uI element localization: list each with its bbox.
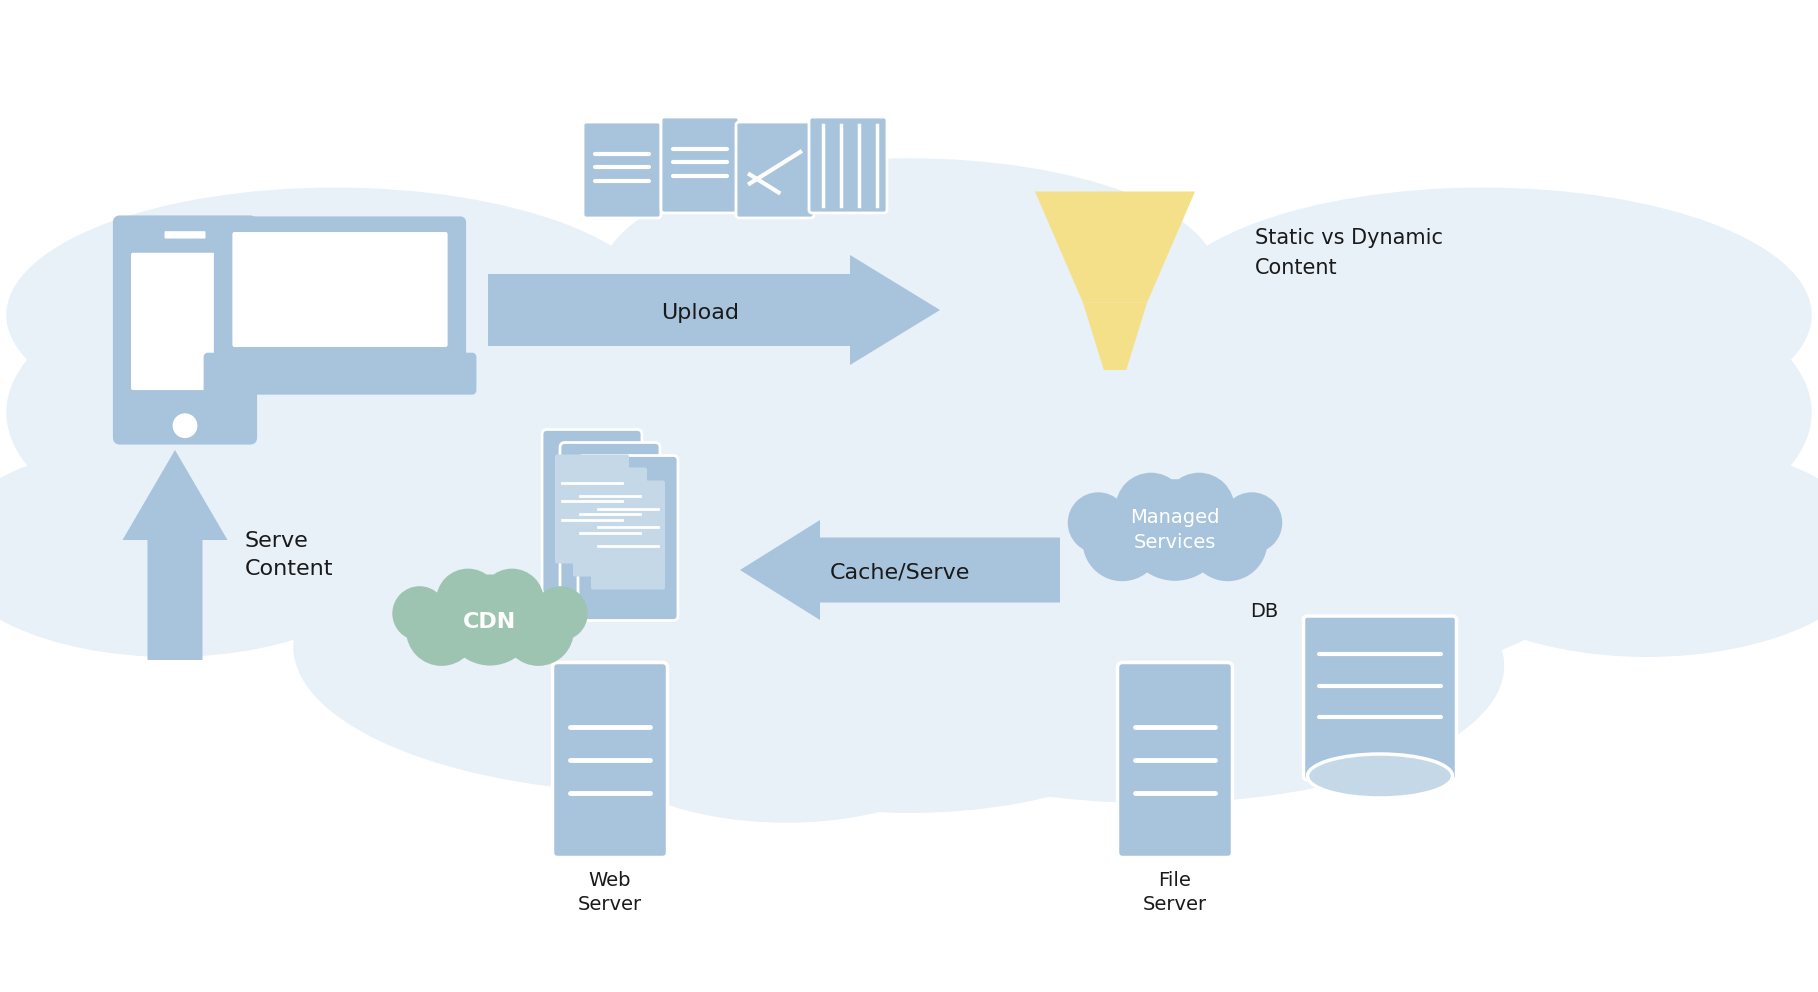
Text: File
Server: File Server <box>1144 871 1207 915</box>
FancyBboxPatch shape <box>542 430 642 594</box>
Ellipse shape <box>171 276 1647 744</box>
Circle shape <box>1142 515 1207 580</box>
Polygon shape <box>1034 191 1194 303</box>
Polygon shape <box>122 450 227 660</box>
Text: Static vs Dynamic
Content: Static vs Dynamic Content <box>1254 228 1443 278</box>
FancyBboxPatch shape <box>216 218 464 359</box>
Circle shape <box>533 586 587 641</box>
Text: Cache/Serve: Cache/Serve <box>829 562 971 582</box>
FancyBboxPatch shape <box>584 122 662 218</box>
Circle shape <box>504 595 574 666</box>
Text: CDN: CDN <box>464 612 516 632</box>
Circle shape <box>1116 473 1187 544</box>
FancyBboxPatch shape <box>115 217 255 442</box>
Ellipse shape <box>622 558 1196 812</box>
Circle shape <box>1124 479 1225 580</box>
FancyBboxPatch shape <box>578 455 678 621</box>
Polygon shape <box>487 255 940 365</box>
FancyBboxPatch shape <box>1304 616 1456 780</box>
Polygon shape <box>740 520 1060 620</box>
Ellipse shape <box>1154 188 1811 441</box>
FancyBboxPatch shape <box>591 480 665 589</box>
Ellipse shape <box>582 627 991 822</box>
Circle shape <box>1067 492 1129 554</box>
Ellipse shape <box>7 188 664 441</box>
Text: Managed
Services: Managed Services <box>1131 508 1220 552</box>
Ellipse shape <box>1422 441 1818 657</box>
Ellipse shape <box>295 500 1033 793</box>
FancyBboxPatch shape <box>736 122 814 218</box>
Circle shape <box>436 568 500 632</box>
Circle shape <box>460 606 520 666</box>
FancyBboxPatch shape <box>1118 663 1233 857</box>
FancyBboxPatch shape <box>809 117 887 213</box>
Text: Upload: Upload <box>662 303 738 323</box>
Ellipse shape <box>1307 754 1453 798</box>
Circle shape <box>393 586 447 641</box>
Text: Serve
Content: Serve Content <box>245 531 333 579</box>
Circle shape <box>405 595 476 666</box>
Text: DB: DB <box>1251 602 1278 621</box>
Circle shape <box>1222 492 1282 554</box>
FancyBboxPatch shape <box>554 454 629 563</box>
FancyBboxPatch shape <box>205 354 474 393</box>
FancyBboxPatch shape <box>131 253 238 390</box>
FancyBboxPatch shape <box>560 442 660 607</box>
FancyBboxPatch shape <box>233 232 447 347</box>
Polygon shape <box>1084 303 1147 370</box>
FancyBboxPatch shape <box>553 663 667 857</box>
Ellipse shape <box>807 530 1503 803</box>
FancyBboxPatch shape <box>573 467 647 576</box>
Circle shape <box>444 574 536 666</box>
Circle shape <box>173 414 196 437</box>
FancyBboxPatch shape <box>164 231 205 238</box>
Ellipse shape <box>909 237 1811 588</box>
Text: Web
Server: Web Server <box>578 871 642 915</box>
Circle shape <box>480 568 544 632</box>
Circle shape <box>1164 473 1234 544</box>
Ellipse shape <box>7 237 909 588</box>
Ellipse shape <box>0 441 396 657</box>
FancyBboxPatch shape <box>662 117 738 213</box>
Circle shape <box>1189 502 1267 581</box>
Ellipse shape <box>602 159 1216 393</box>
Circle shape <box>1082 502 1162 581</box>
